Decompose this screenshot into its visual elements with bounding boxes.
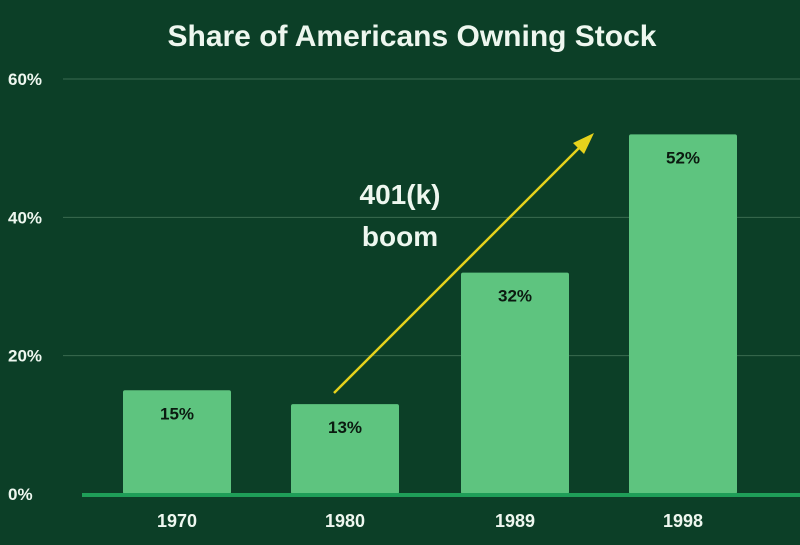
x-axis: 1970 1980 1989 1998 bbox=[157, 511, 703, 531]
bar-1989 bbox=[461, 272, 569, 494]
x-tick-label: 1989 bbox=[495, 511, 535, 531]
x-tick-label: 1970 bbox=[157, 511, 197, 531]
chart-title: Share of Americans Owning Stock bbox=[167, 20, 656, 53]
arrow-head-icon bbox=[573, 133, 594, 154]
y-axis: 0% 20% 40% 60% bbox=[8, 70, 42, 504]
data-label: 52% bbox=[666, 148, 700, 167]
bar-1980 bbox=[291, 404, 399, 494]
x-tick-label: 1998 bbox=[663, 511, 703, 531]
data-label: 15% bbox=[160, 404, 194, 423]
y-tick-label: 40% bbox=[8, 208, 42, 227]
data-label: 13% bbox=[328, 418, 362, 437]
y-tick-label: 60% bbox=[8, 70, 42, 89]
bar-1998 bbox=[629, 134, 737, 495]
arrow-line bbox=[333, 142, 585, 394]
x-tick-label: 1980 bbox=[325, 511, 365, 531]
data-label: 32% bbox=[498, 287, 532, 306]
annotation-line-1: 401(k) bbox=[360, 179, 441, 210]
bars: 15% 13% 32% 52% bbox=[123, 134, 737, 495]
y-tick-label: 20% bbox=[8, 347, 42, 366]
bar-1970 bbox=[123, 390, 231, 494]
annotation-line-2: boom bbox=[362, 221, 438, 252]
annotation: 401(k) boom bbox=[333, 133, 594, 394]
y-tick-label: 0% bbox=[8, 485, 33, 504]
